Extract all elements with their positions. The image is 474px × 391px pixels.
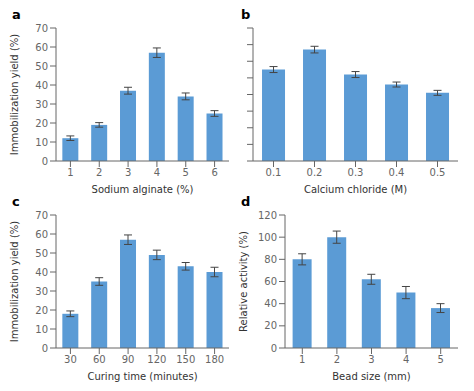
svg-text:0: 0 (42, 156, 48, 167)
svg-text:40: 40 (35, 267, 48, 278)
svg-text:70: 70 (35, 210, 48, 221)
svg-text:80: 80 (264, 254, 277, 265)
svg-text:0.2: 0.2 (307, 167, 323, 178)
svg-text:5: 5 (183, 167, 189, 178)
svg-text:0: 0 (271, 343, 277, 354)
svg-text:0.1: 0.1 (266, 167, 282, 178)
svg-text:120: 120 (147, 354, 166, 365)
svg-text:20: 20 (35, 118, 48, 129)
svg-text:4: 4 (403, 354, 409, 365)
svg-text:2: 2 (334, 354, 340, 365)
svg-text:30: 30 (64, 354, 77, 365)
svg-text:60: 60 (35, 42, 48, 53)
svg-text:60: 60 (93, 354, 106, 365)
svg-text:70: 70 (35, 23, 48, 34)
svg-text:10: 10 (35, 137, 48, 148)
svg-text:20: 20 (35, 305, 48, 316)
svg-text:1: 1 (67, 167, 73, 178)
svg-text:60: 60 (264, 276, 277, 287)
svg-text:120: 120 (258, 210, 277, 221)
svg-text:1: 1 (299, 354, 305, 365)
svg-text:180: 180 (205, 354, 224, 365)
svg-text:Immobilization yield (%): Immobilization yield (%) (9, 221, 20, 343)
svg-text:150: 150 (176, 354, 195, 365)
svg-text:6: 6 (211, 167, 217, 178)
svg-text:100: 100 (258, 232, 277, 243)
svg-text:60: 60 (35, 229, 48, 240)
svg-text:0.5: 0.5 (430, 167, 446, 178)
svg-text:5: 5 (438, 354, 444, 365)
svg-text:3: 3 (125, 167, 131, 178)
svg-text:30: 30 (35, 99, 48, 110)
svg-text:30: 30 (35, 286, 48, 297)
html-text:b: b (241, 7, 251, 22)
svg-text:3: 3 (368, 354, 374, 365)
html-text:a: a (12, 7, 21, 22)
svg-text:Relative activity (%): Relative activity (%) (238, 231, 249, 332)
svg-text:50: 50 (35, 61, 48, 72)
svg-text:40: 40 (264, 298, 277, 309)
svg-text:Immobilization yield (%): Immobilization yield (%) (9, 34, 20, 156)
svg-text:20: 20 (264, 320, 277, 331)
svg-text:0: 0 (42, 343, 48, 354)
svg-text:Calcium chloride (M): Calcium chloride (M) (304, 184, 407, 195)
html-text:c: c (12, 194, 20, 209)
svg-text:40: 40 (35, 80, 48, 91)
svg-text:50: 50 (35, 248, 48, 259)
svg-text:0.3: 0.3 (348, 167, 364, 178)
svg-text:2: 2 (96, 167, 102, 178)
svg-text:4: 4 (154, 167, 160, 178)
html-text:d: d (241, 194, 251, 209)
svg-text:0.4: 0.4 (389, 167, 405, 178)
svg-text:Bead size (mm): Bead size (mm) (332, 371, 411, 382)
svg-text:90: 90 (122, 354, 135, 365)
svg-text:Sodium alginate (%): Sodium alginate (%) (92, 184, 194, 195)
svg-text:Curing time (minutes): Curing time (minutes) (87, 371, 197, 382)
svg-text:10: 10 (35, 324, 48, 335)
